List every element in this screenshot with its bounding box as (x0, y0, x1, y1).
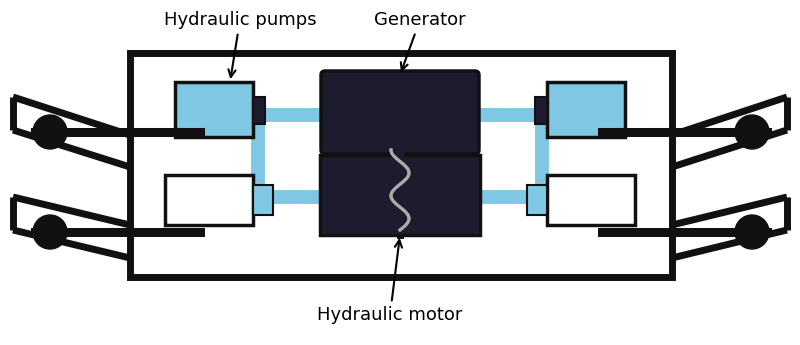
Bar (253, 185, 273, 215)
Circle shape (33, 115, 67, 149)
Bar (535, 97, 547, 124)
Bar (253, 97, 265, 124)
Bar (175, 82, 253, 137)
Bar (547, 175, 635, 225)
Circle shape (735, 215, 769, 249)
Bar (130, 53, 672, 277)
Text: Hydraulic motor: Hydraulic motor (318, 240, 462, 324)
Bar (547, 82, 625, 137)
Bar (165, 175, 253, 225)
FancyBboxPatch shape (321, 71, 479, 154)
Bar (320, 155, 480, 235)
Circle shape (735, 115, 769, 149)
Text: Hydraulic pumps: Hydraulic pumps (164, 11, 316, 77)
Bar (527, 185, 547, 215)
Text: Generator: Generator (374, 11, 466, 70)
Circle shape (33, 215, 67, 249)
